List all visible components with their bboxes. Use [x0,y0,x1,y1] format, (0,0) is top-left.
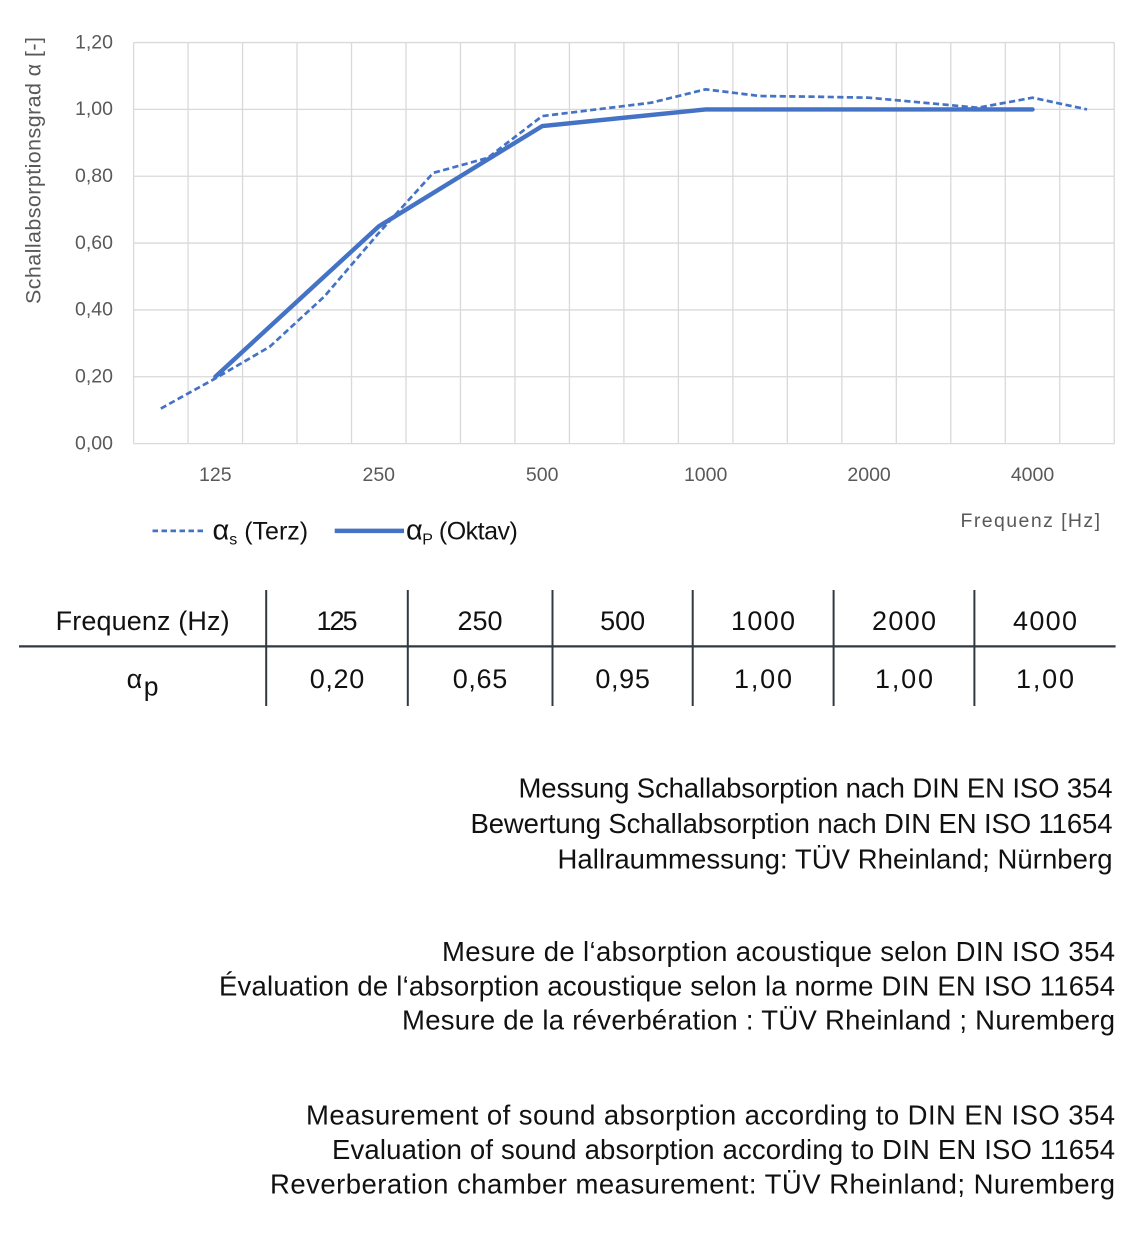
svg-text:0,40: 0,40 [75,299,113,321]
svg-text:1000: 1000 [684,464,728,486]
svg-text:Measurement of sound absorptio: Measurement of sound absorption accordin… [306,1099,1115,1130]
svg-text:Schallabsorptionsgrad α [-]: Schallabsorptionsgrad α [-] [22,37,46,304]
svg-text:Evaluation of sound absorption: Evaluation of sound absorption according… [332,1134,1115,1165]
svg-text:0,80: 0,80 [75,165,113,187]
svg-text:4000: 4000 [1013,606,1077,636]
svg-text:0,20: 0,20 [310,664,365,694]
svg-text:500: 500 [600,606,645,636]
svg-text:Évaluation de l‘absorption aco: Évaluation de l‘absorption acoustique se… [219,970,1115,1001]
svg-text:0,95: 0,95 [595,664,650,694]
svg-text:Frequenz [Hz]: Frequenz [Hz] [961,510,1101,532]
svg-text:Reverberation chamber measurem: Reverberation chamber measurement: TÜV R… [270,1169,1115,1200]
svg-text:0,60: 0,60 [75,232,113,254]
svg-text:Frequenz (Hz): Frequenz (Hz) [56,606,230,636]
svg-text:250: 250 [458,606,503,636]
svg-text:250: 250 [362,464,395,486]
svg-text:Mesure de la réverbération : T: Mesure de la réverbération : TÜV Rheinla… [402,1005,1115,1036]
svg-text:125: 125 [199,464,232,486]
svg-text:1,00: 1,00 [875,664,933,694]
svg-text:Messung Schallabsorption nach: Messung Schallabsorption nach DIN EN ISO… [519,772,1113,803]
svg-text:125: 125 [317,606,358,636]
svg-text:4000: 4000 [1011,464,1055,486]
svg-text:2000: 2000 [847,464,891,486]
svg-text:1,00: 1,00 [1016,664,1074,694]
svg-text:Mesure de l‘absorption acousti: Mesure de l‘absorption acoustique selon … [442,936,1115,967]
svg-text:0,65: 0,65 [453,664,508,694]
svg-text:1000: 1000 [731,606,795,636]
svg-text:Hallraummessung: TÜV Rheinland: Hallraummessung: TÜV Rheinland; Nürnberg [558,844,1113,875]
svg-text:500: 500 [526,464,559,486]
svg-text:1,00: 1,00 [75,98,113,120]
svg-text:1,00: 1,00 [734,664,792,694]
svg-text:αs (Terz): αs (Terz) [213,515,309,549]
svg-text:αP (Oktav): αP (Oktav) [406,515,517,549]
svg-text:0,00: 0,00 [75,432,113,454]
svg-text:2000: 2000 [872,606,936,636]
svg-text:0,20: 0,20 [75,366,113,388]
svg-text:1,20: 1,20 [75,31,113,53]
svg-text:Bewertung Schallabsorption nac: Bewertung Schallabsorption nach DIN EN I… [471,808,1113,839]
